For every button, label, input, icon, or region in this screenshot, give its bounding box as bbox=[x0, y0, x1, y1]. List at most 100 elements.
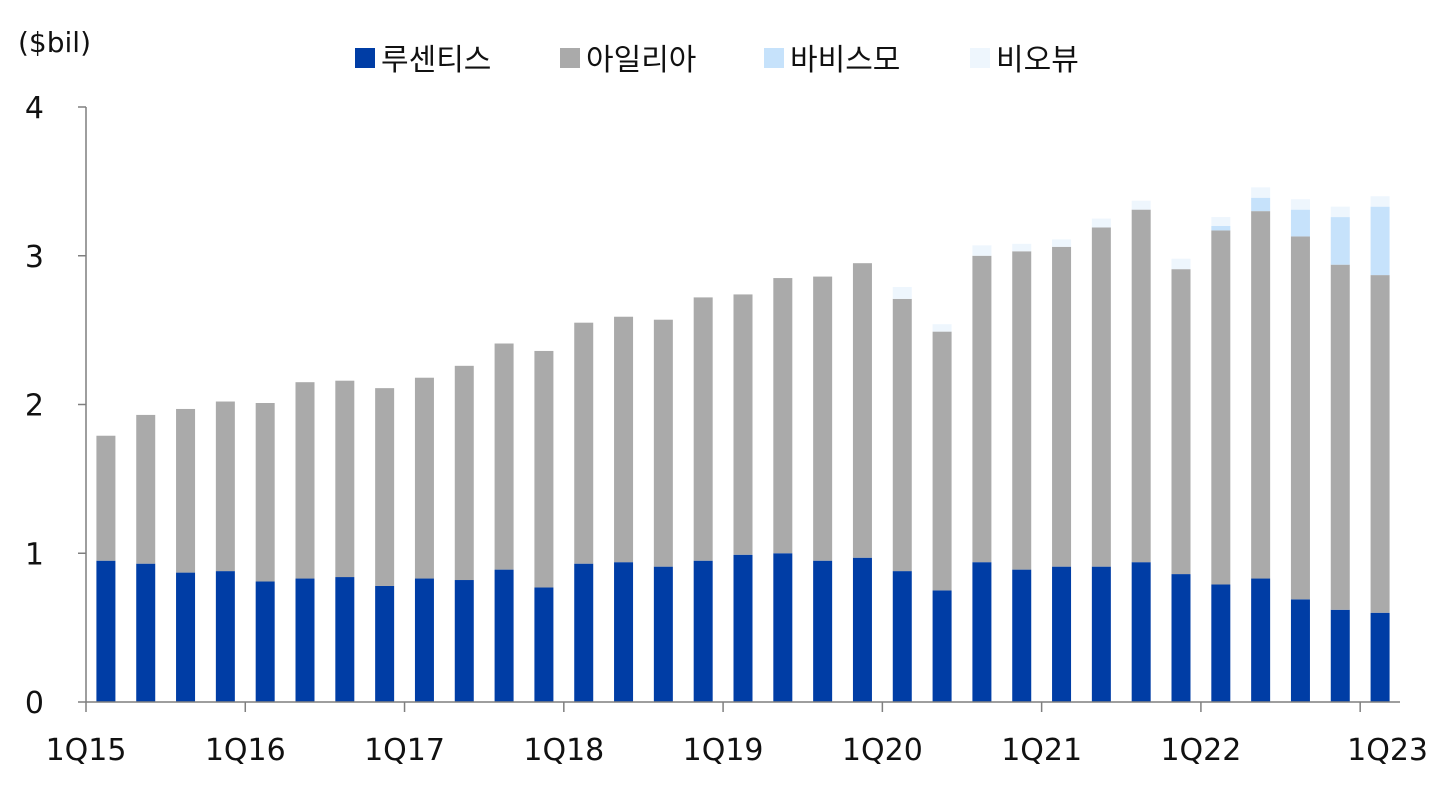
y-tick-label: 0 bbox=[25, 686, 44, 721]
y-tick-label: 3 bbox=[25, 240, 44, 275]
bar-segment-s1-4Q21 bbox=[1171, 269, 1191, 575]
bar-segment-s0-2Q16 bbox=[295, 578, 315, 702]
bar-segment-s1-1Q21 bbox=[1052, 246, 1072, 567]
bar-segment-s1-4Q19 bbox=[852, 263, 872, 558]
bar-segment-s3-1Q23 bbox=[1370, 196, 1390, 207]
bar-segment-s0-1Q23 bbox=[1370, 612, 1390, 702]
legend-label: 아일리아 bbox=[586, 43, 696, 78]
bar-segment-s3-3Q21 bbox=[1131, 200, 1151, 210]
bar-segment-s2-4Q22 bbox=[1330, 217, 1350, 265]
bar-segment-s0-4Q19 bbox=[852, 557, 872, 702]
legend-swatch bbox=[560, 48, 580, 68]
bar-segment-s3-3Q22 bbox=[1290, 199, 1310, 210]
bar-segment-s2-2Q22 bbox=[1251, 197, 1271, 212]
bar-segment-s1-2Q16 bbox=[295, 382, 315, 579]
bar-segment-s0-2Q19 bbox=[773, 553, 793, 702]
bar-segment-s1-2Q21 bbox=[1091, 227, 1111, 567]
bar-segment-s0-4Q18 bbox=[693, 560, 713, 702]
bar-segment-s1-2Q20 bbox=[932, 331, 952, 591]
bar-segment-s0-3Q21 bbox=[1131, 562, 1151, 702]
bar-segment-s1-3Q15 bbox=[176, 408, 196, 573]
bar-segment-s1-2Q18 bbox=[614, 316, 634, 563]
bar-segment-s1-4Q18 bbox=[693, 297, 713, 561]
bar-segment-s1-4Q20 bbox=[1012, 251, 1032, 570]
bar-segment-s1-1Q16 bbox=[255, 403, 275, 582]
bar-segment-s0-1Q18 bbox=[574, 563, 594, 702]
bar-segment-s3-2Q22 bbox=[1251, 187, 1271, 198]
bar-segment-s0-3Q22 bbox=[1290, 599, 1310, 702]
unit-label: ($bil) bbox=[18, 26, 91, 59]
bar-segment-s2-1Q22 bbox=[1211, 226, 1231, 231]
bar-segment-s0-4Q17 bbox=[534, 587, 554, 702]
legend-swatch bbox=[764, 48, 784, 68]
bar-segment-s1-3Q17 bbox=[494, 343, 514, 570]
bar-segment-s0-3Q16 bbox=[335, 577, 355, 702]
bar-segment-s1-1Q17 bbox=[414, 377, 434, 579]
bar-segment-s0-3Q17 bbox=[494, 569, 514, 702]
x-tick-label: 1Q18 bbox=[523, 733, 604, 768]
bars bbox=[96, 187, 1390, 702]
bar-segment-s3-2Q20 bbox=[932, 324, 952, 332]
bar-segment-s3-4Q20 bbox=[1012, 243, 1032, 252]
bar-segment-s1-1Q19 bbox=[733, 294, 753, 555]
bar-segment-s0-3Q18 bbox=[653, 566, 673, 702]
bar-segment-s0-3Q15 bbox=[176, 572, 196, 702]
bar-segment-s1-2Q17 bbox=[454, 365, 474, 581]
bar-segment-s0-1Q17 bbox=[414, 578, 434, 702]
x-tick-label: 1Q22 bbox=[1160, 733, 1241, 768]
bar-segment-s0-2Q21 bbox=[1091, 566, 1111, 702]
bar-segment-s0-1Q22 bbox=[1211, 584, 1231, 702]
bar-segment-s0-4Q15 bbox=[215, 571, 235, 702]
bar-segment-s1-3Q16 bbox=[335, 380, 355, 578]
bar-segment-s0-1Q21 bbox=[1052, 566, 1072, 702]
bar-segment-s1-4Q17 bbox=[534, 350, 554, 588]
y-tick-label: 4 bbox=[25, 91, 44, 126]
y-tick-label: 1 bbox=[25, 537, 44, 572]
bar-segment-s0-2Q18 bbox=[614, 562, 634, 702]
x-tick-label: 1Q20 bbox=[842, 733, 923, 768]
bar-segment-s1-2Q15 bbox=[136, 414, 156, 564]
bar-segment-s3-1Q21 bbox=[1052, 239, 1072, 247]
bar-segment-s1-2Q22 bbox=[1251, 211, 1271, 579]
y-tick-label: 2 bbox=[25, 389, 44, 424]
legend-swatch bbox=[970, 48, 990, 68]
bar-segment-s3-4Q21 bbox=[1171, 258, 1191, 270]
bar-segment-s1-4Q15 bbox=[215, 401, 235, 572]
bar-segment-s3-4Q22 bbox=[1330, 206, 1350, 218]
bar-segment-s3-1Q20 bbox=[892, 286, 912, 299]
x-axis-ticks: 1Q15 1Q16 1Q17 1Q18 1Q19 1Q20 1Q21 1Q22 1Q23 bbox=[46, 702, 1428, 768]
bar-segment-s3-3Q20 bbox=[972, 245, 992, 256]
x-tick-label: 1Q21 bbox=[1001, 733, 1082, 768]
bar-segment-s3-2Q21 bbox=[1091, 218, 1111, 228]
bar-segment-s0-2Q20 bbox=[932, 590, 952, 702]
bar-segment-s2-1Q23 bbox=[1370, 206, 1390, 276]
legend-label: 바비스모 bbox=[790, 43, 900, 78]
legend-label: 루센티스 bbox=[381, 43, 491, 78]
bar-segment-s0-2Q17 bbox=[454, 580, 474, 702]
bar-segment-s0-4Q20 bbox=[1012, 569, 1032, 702]
bar-segment-s1-4Q16 bbox=[375, 388, 395, 586]
bar-segment-s1-3Q21 bbox=[1131, 209, 1151, 563]
x-tick-label: 1Q23 bbox=[1347, 733, 1428, 768]
bar-segment-s0-4Q22 bbox=[1330, 609, 1350, 702]
bar-segment-s0-2Q22 bbox=[1251, 578, 1271, 702]
x-tick-label: 1Q15 bbox=[46, 733, 127, 768]
bar-segment-s0-3Q20 bbox=[972, 562, 992, 702]
bar-segment-s1-1Q20 bbox=[892, 298, 912, 572]
bar-segment-s1-4Q22 bbox=[1330, 264, 1350, 610]
legend-swatch bbox=[355, 48, 375, 68]
bar-segment-s1-1Q23 bbox=[1370, 275, 1390, 613]
bar-segment-s0-3Q19 bbox=[813, 560, 833, 702]
bar-segment-s0-1Q15 bbox=[96, 560, 116, 702]
bar-segment-s1-2Q19 bbox=[773, 278, 793, 554]
bar-segment-s0-2Q15 bbox=[136, 563, 156, 702]
bar-segment-s0-1Q19 bbox=[733, 554, 753, 702]
bar-segment-s2-3Q22 bbox=[1290, 209, 1310, 237]
bar-segment-s3-1Q22 bbox=[1211, 217, 1231, 227]
bar-segment-s1-3Q20 bbox=[972, 255, 992, 563]
x-tick-label: 1Q17 bbox=[364, 733, 445, 768]
y-axis-ticks: 0 1 2 3 4 bbox=[25, 91, 86, 721]
bar-segment-s0-4Q16 bbox=[375, 585, 395, 702]
bar-segment-s1-1Q22 bbox=[1211, 230, 1231, 585]
